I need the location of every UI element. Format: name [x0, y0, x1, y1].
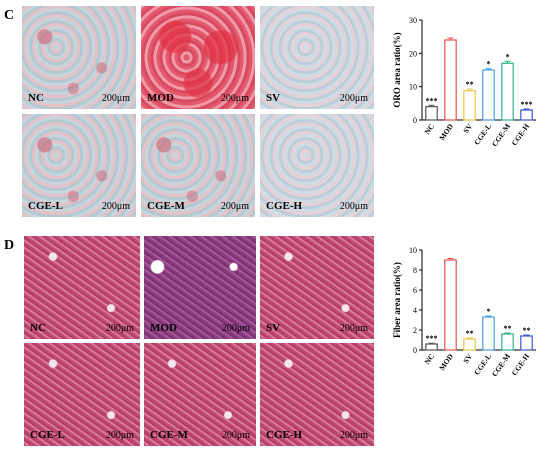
micrograph-d-sv: SV 200μm: [260, 236, 374, 339]
significance-mark: *: [487, 307, 491, 316]
y-tick-label: 6: [413, 286, 417, 295]
y-tick-label: 0: [413, 346, 417, 355]
x-tick-label: CGE-H: [510, 352, 532, 377]
micrograph-d-mod: MOD 200μm: [144, 236, 256, 339]
bar-nc: [425, 106, 438, 121]
significance-mark: *: [506, 52, 510, 61]
significance-mark: **: [504, 324, 512, 333]
y-tick-label: 8: [413, 266, 417, 275]
micrograph-d-cge-l: CGE-L 200μm: [24, 343, 140, 446]
tile-label: CGE-M: [150, 429, 188, 441]
scale-label: 200μm: [220, 201, 249, 212]
x-tick-label: MOD: [437, 122, 455, 143]
bar-mod: [444, 259, 457, 351]
x-tick-label: CGE-H: [510, 122, 532, 147]
x-tick-label: MOD: [437, 352, 455, 373]
micrograph-c-mod: MOD 200μm: [141, 6, 255, 109]
significance-mark: **: [466, 329, 474, 338]
tile-label: NC: [30, 322, 46, 334]
significance-mark: *: [487, 60, 491, 69]
scale-label: 200μm: [101, 201, 130, 212]
tile-label: CGE-M: [147, 200, 185, 212]
tile-label: CGE-L: [28, 200, 63, 212]
bar-cge-h: [520, 109, 533, 121]
y-axis-label: ORO area ratio(%): [392, 32, 402, 107]
tile-label: MOD: [150, 322, 177, 334]
y-tick-label: 0: [413, 116, 417, 125]
tile-label: CGE-H: [266, 429, 303, 441]
bar-sv: [463, 338, 476, 351]
y-tick-label: 10: [409, 83, 417, 92]
tile-label: MOD: [147, 92, 174, 104]
scale-label: 200μm: [101, 93, 130, 104]
micrograph-c-nc: NC 200μm: [22, 6, 136, 109]
significance-mark: ***: [426, 96, 438, 105]
micrograph-c-sv: SV 200μm: [260, 6, 374, 109]
x-tick-label: NC: [423, 352, 437, 366]
micrograph-d-cge-h: CGE-H 200μm: [260, 343, 374, 446]
scale-label: 200μm: [221, 323, 250, 334]
panel-letter-d: D: [4, 238, 15, 253]
bar-cge-m: [501, 62, 514, 121]
micrograph-c-cge-h: CGE-H 200μm: [260, 114, 374, 217]
y-axis-label: Fiber area ratio(%): [392, 262, 402, 338]
scale-label: 200μm: [339, 201, 368, 212]
x-tick-label: CGE-M: [490, 352, 512, 378]
significance-mark: **: [466, 80, 474, 89]
bar-cge-m: [501, 333, 514, 351]
significance-mark: ***: [521, 100, 533, 109]
y-tick-label: 2: [413, 326, 417, 335]
micrograph-c-cge-m: CGE-M 200μm: [141, 114, 255, 217]
tile-label: SV: [266, 92, 281, 104]
tile-label: SV: [266, 322, 281, 334]
bar-cge-h: [520, 335, 533, 351]
significance-mark: ***: [426, 334, 438, 343]
tile-label: CGE-H: [266, 200, 303, 212]
fiber-bar-chart: 0 2 4 6 8 10 Fiber area ratio(%) *** NC MOD ** SV * C…: [392, 246, 536, 378]
x-tick-label: NC: [423, 122, 437, 136]
tile-label: NC: [28, 92, 44, 104]
micrograph-c-cge-l: CGE-L 200μm: [22, 114, 136, 217]
significance-mark: **: [523, 326, 531, 335]
y-tick-label: 4: [413, 306, 417, 315]
scale-label: 200μm: [105, 323, 134, 334]
bar-nc: [425, 343, 438, 351]
bar-cge-l: [482, 316, 495, 351]
scale-label: 200μm: [339, 323, 368, 334]
scale-label: 200μm: [221, 430, 250, 441]
x-tick-label: SV: [461, 122, 474, 135]
bar-cge-l: [482, 69, 495, 121]
y-tick-label: 30: [409, 16, 417, 25]
scale-label: 200μm: [220, 93, 249, 104]
panel-letter-c: C: [4, 8, 15, 23]
y-tick-label: 10: [409, 246, 417, 255]
x-tick-label: CGE-M: [490, 122, 512, 148]
micrograph-d-cge-m: CGE-M 200μm: [144, 343, 256, 446]
scale-label: 200μm: [105, 430, 134, 441]
bar-mod: [444, 39, 457, 121]
x-tick-label: SV: [461, 352, 474, 365]
bar-sv: [463, 90, 476, 121]
tile-label: CGE-L: [30, 429, 65, 441]
oro-bar-chart: 0 10 20 30 ORO area ratio(%) *** NC MOD ** SV * CGE…: [392, 16, 536, 148]
scale-label: 200μm: [339, 93, 368, 104]
y-tick-label: 20: [409, 49, 417, 58]
scale-label: 200μm: [339, 430, 368, 441]
micrograph-d-nc: NC 200μm: [24, 236, 140, 339]
